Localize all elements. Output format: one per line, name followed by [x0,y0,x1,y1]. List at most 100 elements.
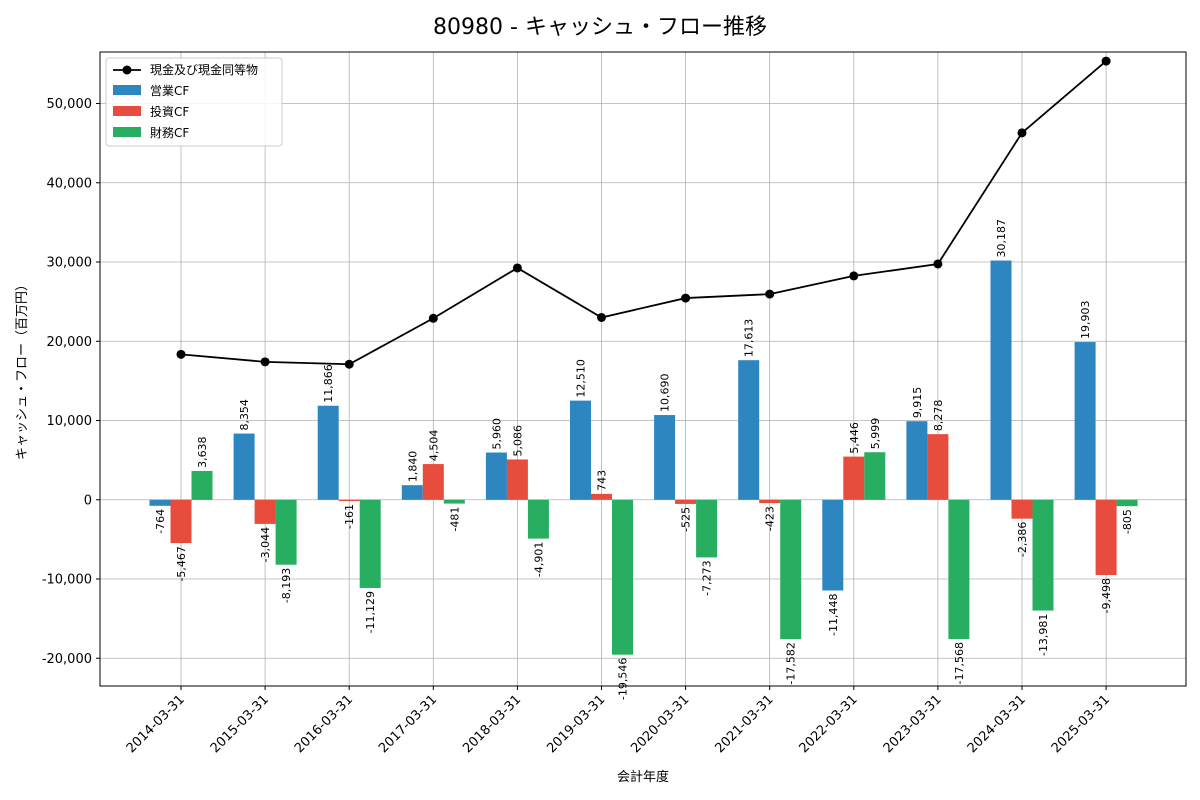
data-label: -13,981 [1037,614,1050,656]
data-label: -423 [764,506,777,531]
cash-point [428,313,438,323]
x-tick-label: 2019-03-31 [544,692,608,756]
x-tick-label: 2018-03-31 [460,692,524,756]
bar-1 [506,459,528,500]
cash-point [765,289,775,299]
data-label: 5,960 [490,418,503,450]
plot-frame [99,51,1187,687]
data-label: -19,546 [617,658,630,700]
bar-0 [401,485,423,500]
bar-2 [780,499,802,640]
legend-swatch-investing [113,106,141,116]
cash-point [260,357,270,367]
bar-2 [612,499,633,655]
bar-2 [948,499,970,639]
x-tick-label: 2016-03-31 [292,692,356,756]
x-tick-label: 2022-03-31 [797,692,861,756]
y-tick-label: 30,000 [47,256,93,271]
bar-0 [822,499,844,591]
data-label: 1,840 [406,451,419,483]
bar-1 [170,499,192,544]
legend-label-operating: 営業CF [150,84,189,98]
data-label: -3,044 [259,527,272,562]
x-tick-label: 2014-03-31 [124,692,188,756]
bar-1 [675,499,697,504]
chart-title: 80980 - キャッシュ・フロー推移 [433,15,767,40]
bar-1 [927,434,949,500]
bar-1 [422,464,444,500]
legend-label-financing: 財務CF [150,125,189,140]
x-tick-label: 2015-03-31 [208,692,272,756]
bar-2 [864,452,886,500]
legend-label-investing: 投資CF [150,104,189,119]
bar-0 [906,421,928,500]
bar-2 [1032,499,1054,611]
bar-1 [759,499,781,504]
bar-0 [570,400,591,500]
legend-box [105,57,283,147]
data-labels: -764 8,354 11,866 1,840 5,960 12,510 10,690 17,… [154,219,1134,700]
bar-2 [275,499,297,565]
bar-1 [1011,499,1033,519]
bar-0 [1074,342,1096,500]
cash-point [597,312,606,322]
x-tick-label: 2021-03-31 [712,692,776,756]
legend: 現金及び現金同等物 営業CF 投資CF 財務CF [105,57,283,147]
cash-point [176,349,186,359]
cash-point [1017,128,1027,138]
data-label: -2,386 [1016,522,1029,557]
grid-lines [100,52,1186,686]
data-label: -525 [680,507,693,532]
data-label: 5,999 [869,418,882,450]
data-label: 8,278 [932,400,945,432]
y-axis-label: キャッシュ・フロー（百万円） [15,278,30,460]
bar-2 [527,499,549,539]
bar-0 [990,260,1012,500]
data-label: 17,613 [743,319,756,358]
data-label: -4,901 [532,542,545,577]
data-label: -161 [343,504,356,529]
cash-point [933,259,943,269]
x-tick-label: 2025-03-31 [1049,692,1113,756]
data-label: -17,582 [785,642,798,684]
y-tick-label: 40,000 [47,176,93,191]
bars [149,260,1138,655]
data-label: 5,086 [511,425,524,457]
legend-label-cash: 現金及び現金同等物 [150,62,258,77]
bar-0 [654,415,676,500]
bar-0 [738,360,760,500]
x-tick-label: 2020-03-31 [628,692,692,756]
data-label: -11,448 [827,593,840,635]
y-tick-label: 50,000 [47,97,93,112]
cash-point [1101,56,1111,66]
data-label: 5,446 [848,422,861,454]
bar-0 [485,452,507,500]
data-label: 19,903 [1079,301,1092,340]
data-label: -9,498 [1100,578,1113,613]
bar-1 [591,493,612,500]
cash-point [512,263,522,273]
x-tick-label: 2017-03-31 [376,692,440,756]
data-label: -805 [1121,509,1134,534]
data-label: 3,638 [196,436,209,468]
cash-point [681,293,691,303]
data-label: -764 [154,509,167,534]
x-axis-label: 会計年度 [617,769,669,785]
bar-1 [1095,499,1117,576]
data-label: 4,504 [427,430,440,462]
data-label: 10,690 [659,374,672,413]
bar-1 [843,456,865,500]
data-label: 30,187 [995,219,1008,258]
cash-point [344,359,354,369]
data-label: -7,273 [701,560,714,595]
data-label: 8,354 [238,399,251,431]
y-tick-label: -20,000 [42,652,92,667]
data-label: -481 [448,507,461,532]
bar-2 [1116,499,1138,507]
legend-line-marker [122,65,132,75]
cash-line-path [180,60,1107,366]
y-tick-label: -10,000 [42,573,92,588]
data-label: -11,129 [364,591,377,633]
y-tick-label: 0 [84,493,92,508]
